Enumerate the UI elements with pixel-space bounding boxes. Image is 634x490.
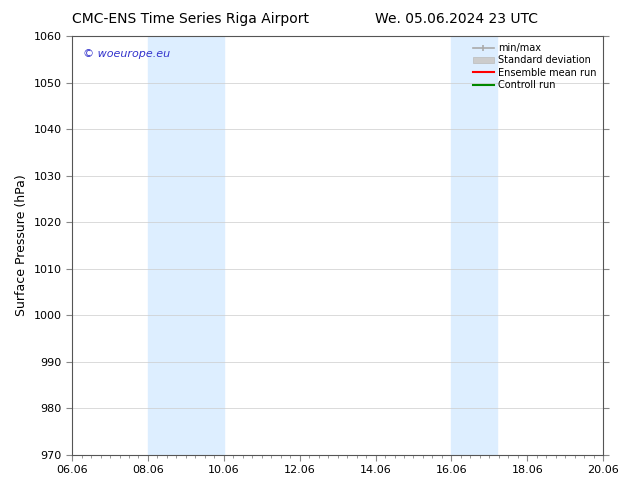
Bar <box>451 36 497 455</box>
Bar <box>148 36 224 455</box>
Legend: min/max, Standard deviation, Ensemble mean run, Controll run: min/max, Standard deviation, Ensemble me… <box>470 41 598 92</box>
Text: CMC-ENS Time Series Riga Airport: CMC-ENS Time Series Riga Airport <box>72 12 309 26</box>
Text: We. 05.06.2024 23 UTC: We. 05.06.2024 23 UTC <box>375 12 538 26</box>
Y-axis label: Surface Pressure (hPa): Surface Pressure (hPa) <box>15 174 28 316</box>
Text: © woeurope.eu: © woeurope.eu <box>82 49 170 59</box>
